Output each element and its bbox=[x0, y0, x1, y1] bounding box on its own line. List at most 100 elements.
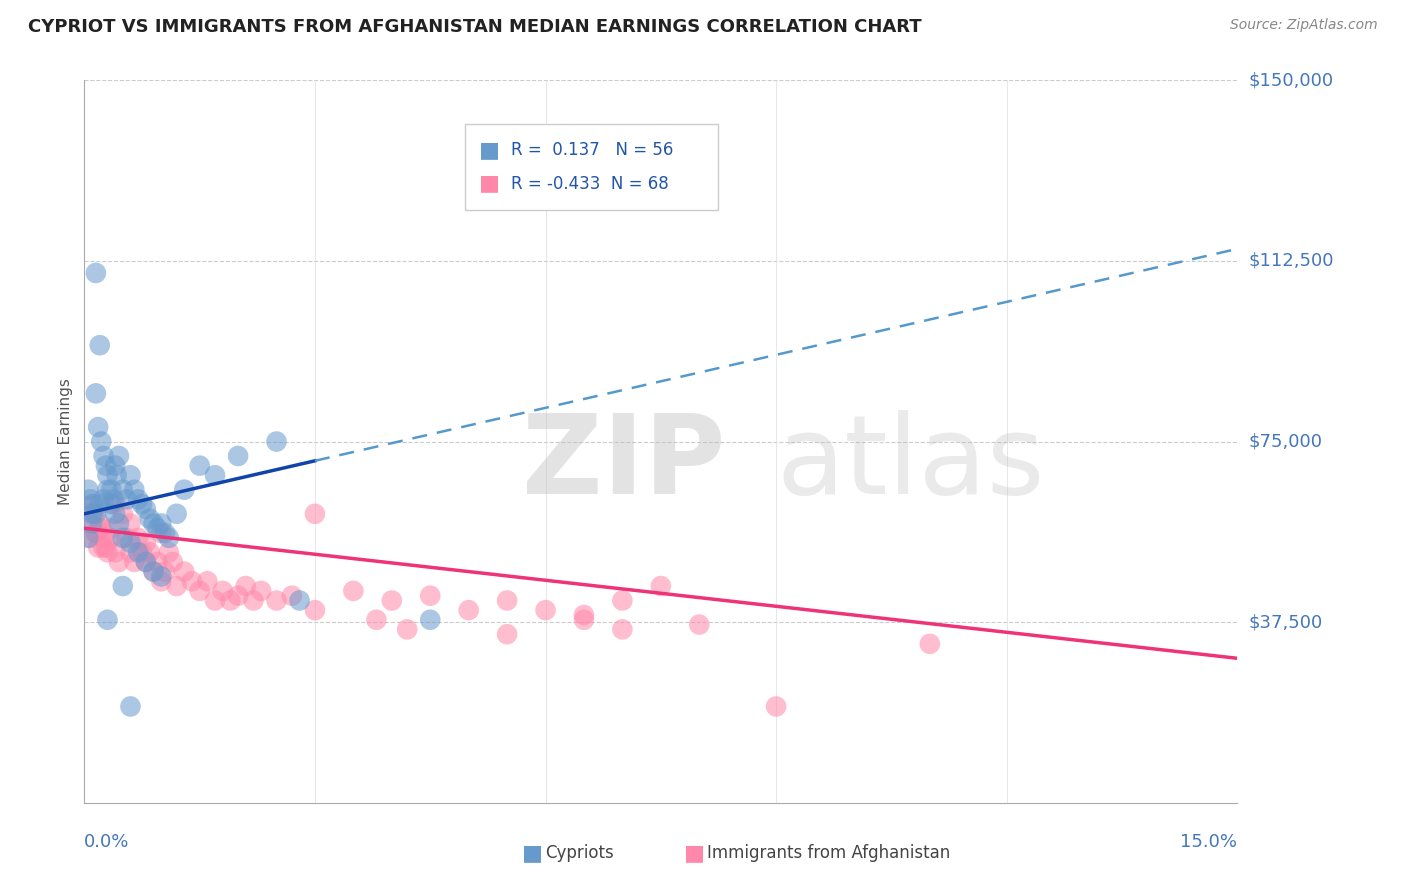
Point bbox=[181, 574, 204, 589]
Point bbox=[77, 531, 100, 545]
Point bbox=[93, 531, 115, 545]
Point bbox=[496, 593, 519, 607]
Y-axis label: Median Earnings: Median Earnings bbox=[58, 378, 73, 505]
Text: ■: ■ bbox=[478, 174, 499, 194]
Point bbox=[135, 535, 157, 549]
Point bbox=[124, 483, 146, 497]
Point bbox=[100, 521, 122, 535]
Point bbox=[104, 507, 127, 521]
Point bbox=[111, 483, 134, 497]
Point bbox=[120, 468, 142, 483]
Point bbox=[288, 593, 311, 607]
Point bbox=[84, 266, 107, 280]
Point bbox=[612, 593, 634, 607]
Point bbox=[120, 699, 142, 714]
Point bbox=[87, 420, 110, 434]
Point bbox=[108, 555, 131, 569]
Point bbox=[226, 449, 249, 463]
Point bbox=[419, 613, 441, 627]
Point bbox=[188, 583, 211, 598]
Point bbox=[100, 531, 122, 545]
Point bbox=[304, 603, 326, 617]
Point bbox=[650, 579, 672, 593]
Point bbox=[93, 449, 115, 463]
Bar bbox=[465, 124, 718, 211]
Point bbox=[83, 507, 105, 521]
Point bbox=[80, 516, 103, 531]
Text: $75,000: $75,000 bbox=[1249, 433, 1323, 450]
Point bbox=[162, 555, 184, 569]
Text: ■: ■ bbox=[478, 140, 499, 161]
Text: R =  0.137   N = 56: R = 0.137 N = 56 bbox=[510, 141, 673, 160]
Text: 15.0%: 15.0% bbox=[1180, 833, 1237, 851]
Point bbox=[94, 541, 117, 555]
Point bbox=[120, 516, 142, 531]
Point bbox=[138, 545, 160, 559]
Text: $37,500: $37,500 bbox=[1249, 613, 1323, 632]
Point bbox=[104, 497, 127, 511]
Point bbox=[79, 492, 101, 507]
Point bbox=[127, 545, 149, 559]
Point bbox=[195, 574, 218, 589]
Point bbox=[142, 565, 165, 579]
Point bbox=[146, 555, 169, 569]
Point bbox=[166, 579, 188, 593]
Point bbox=[89, 516, 111, 531]
Point bbox=[157, 545, 180, 559]
Point bbox=[87, 541, 110, 555]
Point bbox=[135, 555, 157, 569]
Point bbox=[77, 483, 100, 497]
Point bbox=[105, 468, 128, 483]
Text: Cypriots: Cypriots bbox=[546, 845, 614, 863]
Point bbox=[108, 516, 131, 531]
Point bbox=[366, 613, 388, 627]
Point bbox=[104, 545, 127, 559]
Point bbox=[146, 521, 169, 535]
Point bbox=[157, 531, 180, 545]
Point bbox=[142, 565, 165, 579]
Point bbox=[204, 468, 226, 483]
Text: Immigrants from Afghanistan: Immigrants from Afghanistan bbox=[707, 845, 950, 863]
Point bbox=[103, 492, 125, 507]
Point bbox=[111, 579, 134, 593]
Point bbox=[304, 507, 326, 521]
Text: ZIP: ZIP bbox=[523, 409, 725, 516]
Text: ■: ■ bbox=[683, 843, 704, 863]
Point bbox=[765, 699, 787, 714]
Point bbox=[918, 637, 941, 651]
Point bbox=[572, 613, 595, 627]
Text: 0.0%: 0.0% bbox=[84, 833, 129, 851]
Point bbox=[131, 545, 153, 559]
Text: $150,000: $150,000 bbox=[1249, 71, 1333, 89]
Point bbox=[534, 603, 557, 617]
Point bbox=[84, 386, 107, 401]
Point bbox=[131, 497, 153, 511]
Text: ■: ■ bbox=[523, 843, 544, 863]
Point bbox=[135, 555, 157, 569]
Point bbox=[111, 507, 134, 521]
Point bbox=[83, 497, 105, 511]
Point bbox=[96, 483, 118, 497]
Point bbox=[96, 468, 118, 483]
Point bbox=[150, 574, 173, 589]
Point bbox=[93, 541, 115, 555]
Point bbox=[226, 589, 249, 603]
Point bbox=[120, 535, 142, 549]
Point bbox=[235, 579, 257, 593]
Point bbox=[84, 526, 107, 541]
Point bbox=[127, 492, 149, 507]
Point bbox=[100, 483, 122, 497]
Point bbox=[89, 338, 111, 352]
Point bbox=[612, 623, 634, 637]
Point bbox=[150, 569, 173, 583]
Point bbox=[250, 583, 273, 598]
Point bbox=[381, 593, 404, 607]
Text: atlas: atlas bbox=[776, 409, 1045, 516]
Point bbox=[93, 492, 115, 507]
Point bbox=[120, 545, 142, 559]
Point bbox=[457, 603, 479, 617]
Point bbox=[79, 531, 101, 545]
Point bbox=[80, 497, 103, 511]
Point bbox=[104, 458, 127, 473]
Point bbox=[496, 627, 519, 641]
